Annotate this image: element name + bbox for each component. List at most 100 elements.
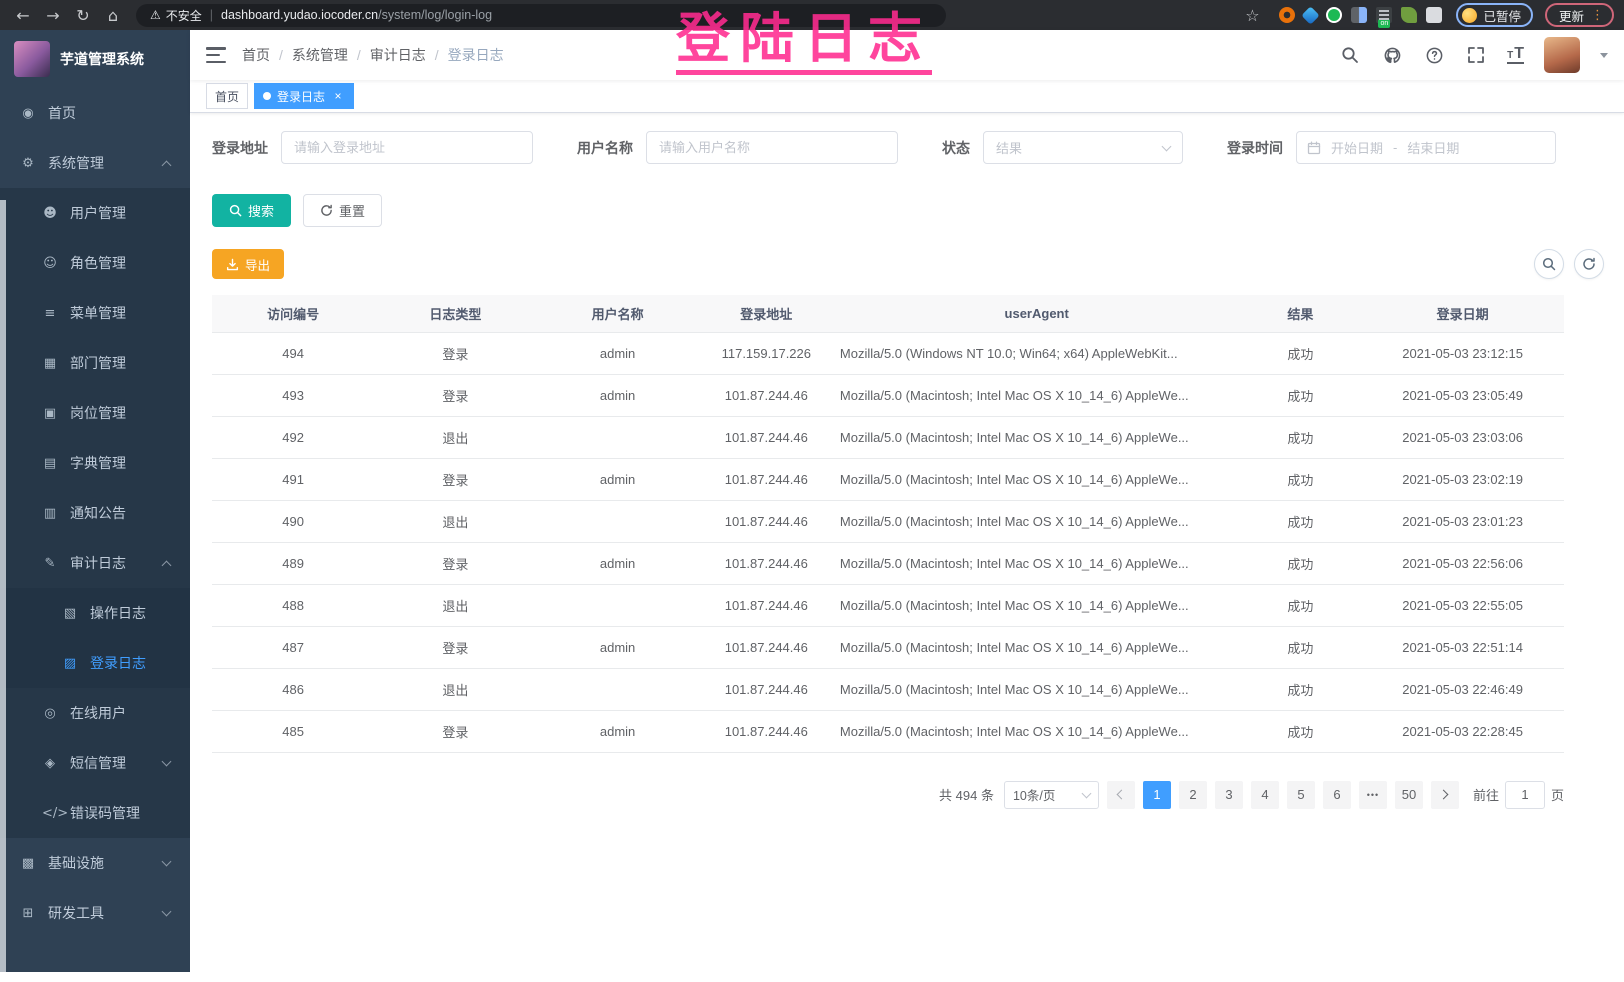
browser-back-icon[interactable]: ←	[16, 5, 30, 25]
tag-login-log[interactable]: 登录日志 ×	[254, 83, 355, 109]
sidebar-item-home[interactable]: ◉ 首页	[0, 88, 190, 138]
status-label: 状态	[942, 139, 970, 156]
more-pages-button[interactable]: •••	[1358, 780, 1387, 809]
page-button-4[interactable]: 4	[1250, 780, 1279, 809]
edit-pen-icon: ✎	[44, 555, 56, 571]
sidebar-item-dept-management[interactable]: ▦ 部门管理	[0, 338, 190, 388]
sidebar-item-notice[interactable]: ▥ 通知公告	[0, 488, 190, 538]
sidebar-item-operation-log[interactable]: ▧ 操作日志	[0, 588, 190, 638]
extension-icon-2[interactable]	[1301, 5, 1321, 25]
goto-suffix: 页	[1550, 788, 1564, 803]
extension-icon-4[interactable]	[1351, 7, 1368, 23]
chevron-up-icon	[161, 160, 172, 171]
breadcrumb-home[interactable]: 首页	[242, 47, 270, 63]
tag-home[interactable]: 首页	[206, 83, 249, 109]
browser-menu-dots-icon[interactable]: ⋮	[1591, 7, 1604, 22]
close-icon[interactable]: ×	[334, 89, 342, 103]
bookmark-star-icon[interactable]: ☆	[1245, 5, 1260, 25]
browser-home-icon[interactable]: ⌂	[107, 5, 119, 25]
sidebar-item-user-management[interactable]: ☻ 用户管理	[0, 188, 190, 238]
sidebar-item-post-management[interactable]: ▣ 岗位管理	[0, 388, 190, 438]
user-avatar[interactable]	[1544, 37, 1580, 73]
browser-reload-icon[interactable]: ↻	[76, 5, 90, 25]
search-button[interactable]: 搜索	[212, 194, 292, 227]
dashboard-icon: ◉	[22, 105, 34, 121]
github-icon[interactable]	[1381, 44, 1403, 66]
breadcrumb-separator: /	[434, 47, 439, 63]
url-text: dashboard.yudao.iocoder.cn/system/log/lo…	[221, 8, 493, 22]
calendar-icon	[1307, 141, 1321, 154]
browser-update-button[interactable]: 更新 ⋮	[1544, 3, 1614, 27]
sidebar-item-online-users[interactable]: ◎ 在线用户	[0, 688, 190, 738]
page-button-2[interactable]: 2	[1178, 780, 1207, 809]
page-button-3[interactable]: 3	[1214, 780, 1243, 809]
table-row: 491 登录 admin 101.87.244.46 Mozilla/5.0 (Maci…	[212, 458, 1564, 501]
extension-badge: on	[1378, 19, 1391, 28]
hamburger-icon[interactable]	[206, 47, 226, 63]
page-button-50[interactable]: 50	[1394, 780, 1423, 809]
prev-page-button[interactable]	[1106, 780, 1135, 809]
extension-icon-6[interactable]	[1401, 7, 1418, 23]
search-icon[interactable]	[1339, 44, 1361, 66]
menu-list-icon: ≡	[44, 305, 56, 321]
extension-icon-3[interactable]	[1326, 7, 1343, 23]
avatar-caret-down-icon[interactable]	[1600, 52, 1608, 58]
extensions-puzzle-icon[interactable]	[1426, 7, 1443, 23]
badge-icon: ▣	[43, 405, 57, 421]
pagination-total: 共 494 条	[939, 788, 994, 803]
toggle-search-button[interactable]	[1534, 249, 1564, 279]
browser-forward-icon[interactable]: →	[46, 5, 60, 25]
login-time-range-picker[interactable]: 开始日期 - 结束日期	[1296, 131, 1556, 164]
sidebar-item-audit-log[interactable]: ✎ 审计日志	[0, 538, 190, 588]
breadcrumb-system[interactable]: 系统管理	[291, 47, 348, 63]
page-content: 登录地址 用户名称 状态 结果 登录时间	[190, 113, 1624, 982]
app-logo	[14, 41, 50, 77]
profile-emoji-icon	[1462, 7, 1478, 23]
chevron-down-icon	[161, 906, 172, 917]
login-time-label: 登录时间	[1227, 139, 1283, 156]
page-size-select[interactable]: 10条/页	[1003, 780, 1099, 809]
next-page-button[interactable]	[1430, 780, 1459, 809]
chevron-up-icon	[161, 560, 172, 571]
browser-toolbar: ← → ↻ ⌂ ⚠ 不安全 | dashboard.yudao.iocoder.…	[0, 0, 1624, 30]
paused-label: 已暂停	[1483, 9, 1521, 24]
help-question-icon[interactable]	[1423, 44, 1445, 66]
message-icon: ◈	[45, 755, 55, 771]
extension-icon-5[interactable]: on	[1376, 7, 1393, 28]
sidebar-item-dict-management[interactable]: ▤ 字典管理	[0, 438, 190, 488]
app-logo-row[interactable]: 芋道管理系统	[0, 30, 190, 88]
address-bar[interactable]: ⚠ 不安全 | dashboard.yudao.iocoder.cn/syste…	[136, 3, 946, 27]
breadcrumb-login-log: 登录日志	[447, 47, 504, 63]
status-select[interactable]: 结果	[983, 131, 1183, 164]
header-visit-id: 访问编号	[212, 295, 375, 333]
breadcrumb-audit-log[interactable]: 审计日志	[369, 47, 426, 63]
profile-paused-pill[interactable]: 已暂停	[1456, 3, 1533, 27]
sidebar-scrollbar[interactable]	[0, 200, 6, 972]
chevron-down-icon	[1161, 141, 1172, 151]
sidebar-item-system-management[interactable]: ⚙ 系统管理	[0, 138, 190, 188]
sidebar-item-dev-tools[interactable]: ⊞ 研发工具	[0, 888, 190, 938]
page-button-5[interactable]: 5	[1286, 780, 1315, 809]
sidebar-item-login-log[interactable]: ▨ 登录日志	[0, 638, 190, 688]
goto-page-input[interactable]	[1504, 780, 1545, 809]
sidebar-item-sms-management[interactable]: ◈ 短信管理	[0, 738, 190, 788]
sidebar-item-role-management[interactable]: ☺ 角色管理	[0, 238, 190, 288]
page-button-6[interactable]: 6	[1322, 780, 1351, 809]
export-button[interactable]: 导出	[212, 249, 285, 279]
fullscreen-icon[interactable]	[1465, 44, 1487, 66]
username-input[interactable]	[646, 131, 898, 164]
extensions-row: on	[1279, 5, 1443, 28]
login-address-input[interactable]	[281, 131, 533, 164]
extension-icon-1[interactable]	[1279, 7, 1296, 23]
tags-view-bar: 首页 登录日志 ×	[190, 80, 1624, 113]
refresh-table-button[interactable]	[1574, 249, 1604, 279]
sidebar-item-infrastructure[interactable]: ▩ 基础设施	[0, 838, 190, 888]
sidebar-item-menu-management[interactable]: ≡ 菜单管理	[0, 288, 190, 338]
table-header-row: 访问编号 日志类型 用户名称 登录地址 userAgent 结果 登录日期	[212, 295, 1564, 333]
security-label[interactable]: 不安全	[165, 8, 202, 23]
page-button-1[interactable]: 1	[1142, 780, 1171, 809]
reset-button[interactable]: 重置	[303, 194, 383, 227]
sidebar-item-error-code-management[interactable]: </> 错误码管理	[0, 788, 190, 838]
document-icon: ▧	[63, 605, 77, 621]
